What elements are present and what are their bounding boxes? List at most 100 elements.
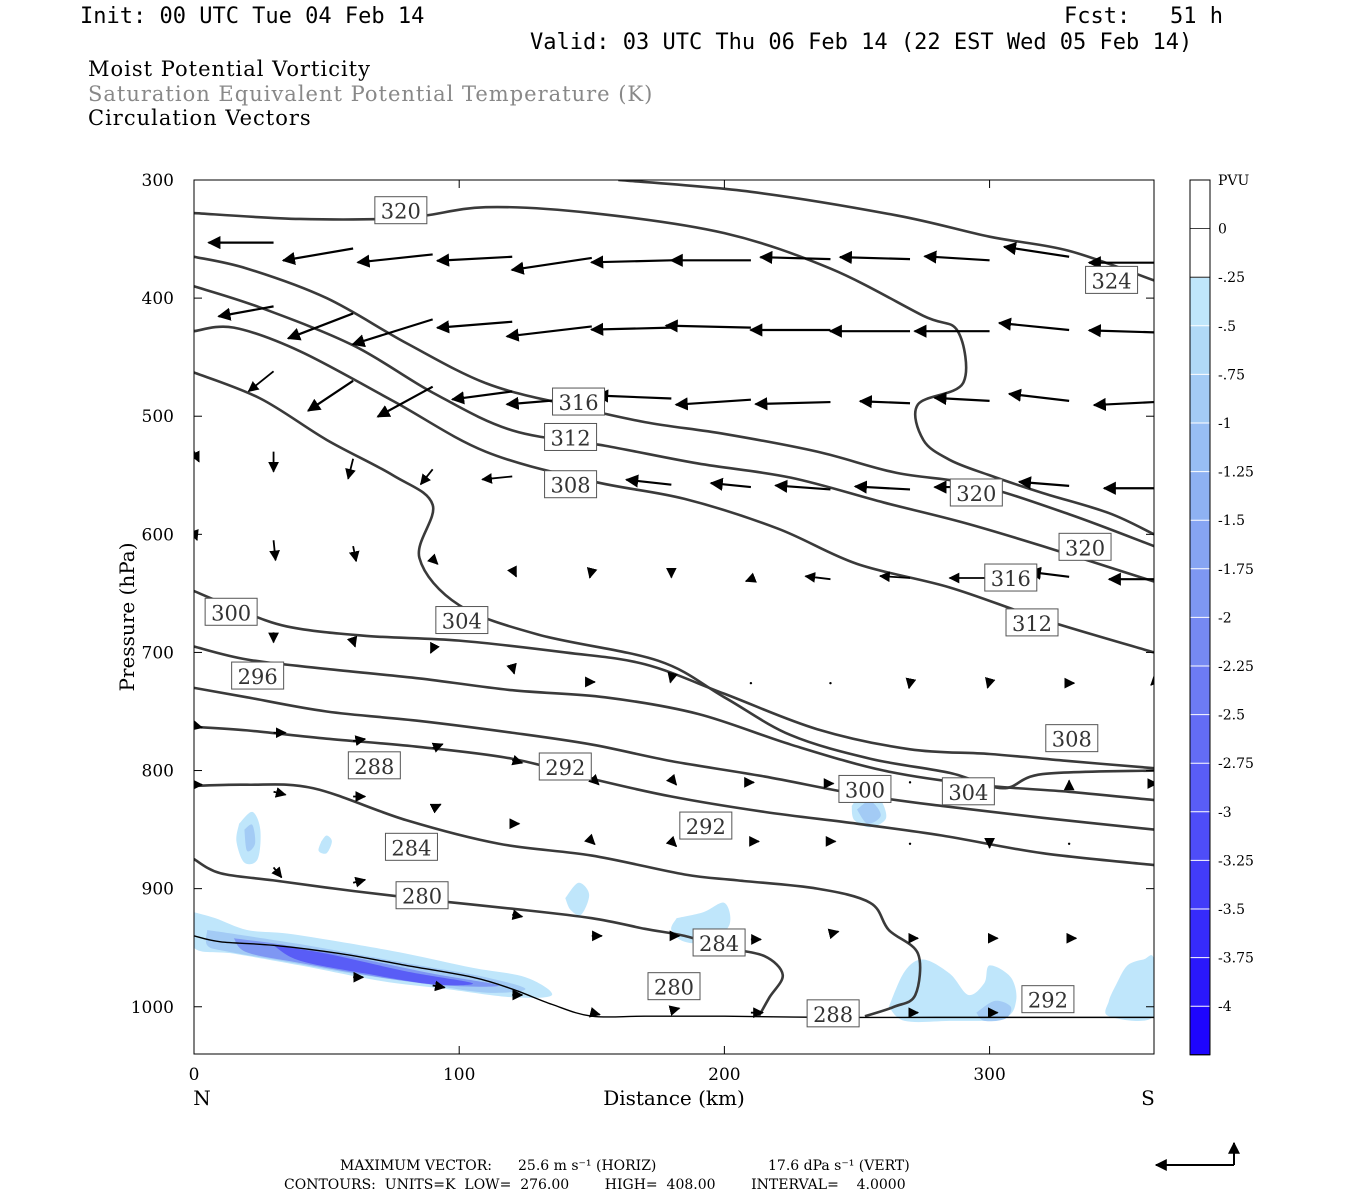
colorbar-swatch: [1190, 909, 1210, 958]
circulation-vector: [878, 571, 911, 583]
contour-label: 320: [1065, 536, 1105, 560]
reference-vector-icon: [1154, 1141, 1240, 1171]
circulation-vector: [481, 473, 513, 484]
south-end-label: S: [1141, 1086, 1155, 1110]
contour-label-box: [204, 597, 258, 626]
circulation-vector: [450, 390, 513, 405]
circulation-vector: [905, 677, 917, 690]
circulation-vector: [838, 250, 911, 265]
contour-label: 312: [1012, 612, 1052, 636]
contour-label: 292: [686, 815, 726, 839]
circulation-vector: [511, 909, 524, 921]
x-axis-label: Distance (km): [603, 1086, 745, 1110]
axes: 300 400 500 600 700 800 900 1000 0 100 200 300 Dista…: [115, 171, 1155, 1110]
circulation-vector: [376, 385, 434, 418]
contour-label: 284: [699, 932, 739, 956]
circulation-vector: [273, 787, 287, 798]
pv-shaded-region: [244, 824, 256, 852]
colorbar-swatch: [1190, 277, 1210, 326]
y-tick-label: 500: [142, 407, 174, 427]
contour-label: 316: [558, 391, 598, 415]
contour-label: 300: [211, 601, 251, 625]
title-theta-es: Saturation Equivalent Potential Temperat…: [88, 82, 654, 106]
circulation-vector: [933, 391, 990, 406]
contour-label-box: [395, 881, 449, 910]
colorbar-swatch: [1190, 714, 1210, 764]
circulation-vector: [345, 458, 356, 480]
contour-label: 300: [845, 778, 885, 802]
circulation-vector: [774, 479, 831, 493]
colorbar-level-label: -.25: [1218, 270, 1245, 286]
contour-label: 308: [1052, 728, 1092, 752]
colorbar-swatch: [1190, 568, 1210, 618]
pv-shaded-region: [1105, 955, 1154, 1022]
contour-label-box: [544, 422, 598, 451]
colorbar-swatch: [1190, 763, 1210, 812]
contour-label-box: [806, 999, 860, 1028]
contour-label-box: [941, 777, 995, 806]
circulation-vector: [269, 540, 280, 562]
contour-label: 280: [654, 976, 694, 1000]
contour-label-box: [949, 478, 1003, 507]
circulation-vector: [435, 253, 513, 267]
pv-shaded-region: [318, 835, 332, 854]
colorbar-level-label: -2.75: [1218, 756, 1254, 772]
contour-label-box: [1045, 724, 1099, 753]
y-tick-label: 700: [142, 643, 174, 663]
circulation-vector: [217, 305, 274, 321]
colorbar-level-label: -3.5: [1218, 902, 1245, 918]
circulation-vector: [1087, 324, 1154, 338]
contour-label: 280: [402, 885, 442, 909]
plot-frame: [193, 179, 1155, 1055]
contour-label-box: [1085, 265, 1139, 294]
max-vector-vert: 17.6 dPa s⁻¹ (VERT): [768, 1158, 910, 1174]
circulation-vector: [286, 312, 354, 341]
circulation-vector: [667, 671, 678, 684]
circulation-vector: [1092, 397, 1154, 412]
circulation-vector: [997, 317, 1070, 332]
pv-shaded-region: [856, 801, 881, 824]
contour-label-box: [384, 832, 438, 861]
colorbar-level-label: -2.5: [1218, 708, 1245, 724]
circulation-vector: [853, 480, 911, 494]
circulation-vector: [432, 980, 446, 992]
circulation-vector: [429, 803, 442, 814]
circulation-vector: [664, 319, 751, 333]
colorbar-level-label: -3.25: [1218, 853, 1254, 869]
title-vectors: Circulation Vectors: [88, 106, 312, 130]
theta-contour-284: [194, 783, 922, 1018]
circulation-vector: [985, 676, 996, 689]
circulation-vector: [586, 567, 598, 579]
contour-label: 316: [991, 567, 1031, 591]
theta-contour-316: [194, 255, 1154, 548]
colorbar-level-label: -1.5: [1218, 513, 1245, 529]
title-mpv: Moist Potential Vorticity: [88, 57, 371, 81]
colorbar-swatch: [1190, 520, 1210, 569]
colorbar-level-label: -.5: [1218, 319, 1236, 335]
circulation-vector: [665, 835, 678, 848]
theta-contour-312: [194, 285, 1154, 583]
circulation-vector: [431, 742, 444, 753]
circulation-vector: [194, 720, 204, 731]
circulation-vector: [590, 322, 672, 336]
y-tick-label: 900: [142, 880, 174, 900]
contour-label-box: [679, 811, 733, 840]
colorbar-level-label: -4: [1218, 999, 1232, 1015]
forecast-hour: Fcst: 51 h: [1064, 4, 1223, 29]
colorbar-level-label: -1.75: [1218, 562, 1254, 578]
contour-label-box: [1021, 985, 1075, 1014]
theta-contour-320: [194, 205, 1154, 536]
colorbar-frame: [1189, 179, 1211, 1056]
circulation-vector: [271, 866, 283, 879]
circulation-vector: [247, 370, 275, 393]
y-tick-label: 800: [142, 762, 174, 782]
contour-label-box: [692, 928, 746, 957]
contour-label-box: [647, 972, 701, 1001]
colorbar-level-label: -2.25: [1218, 659, 1254, 675]
circulation-vector: [505, 325, 592, 342]
circulation-vector: [749, 681, 753, 685]
colorbar-swatch: [1190, 957, 1210, 1007]
north-end-label: N: [193, 1086, 211, 1110]
contour-label: 312: [551, 426, 591, 450]
circulation-vector: [435, 320, 513, 334]
